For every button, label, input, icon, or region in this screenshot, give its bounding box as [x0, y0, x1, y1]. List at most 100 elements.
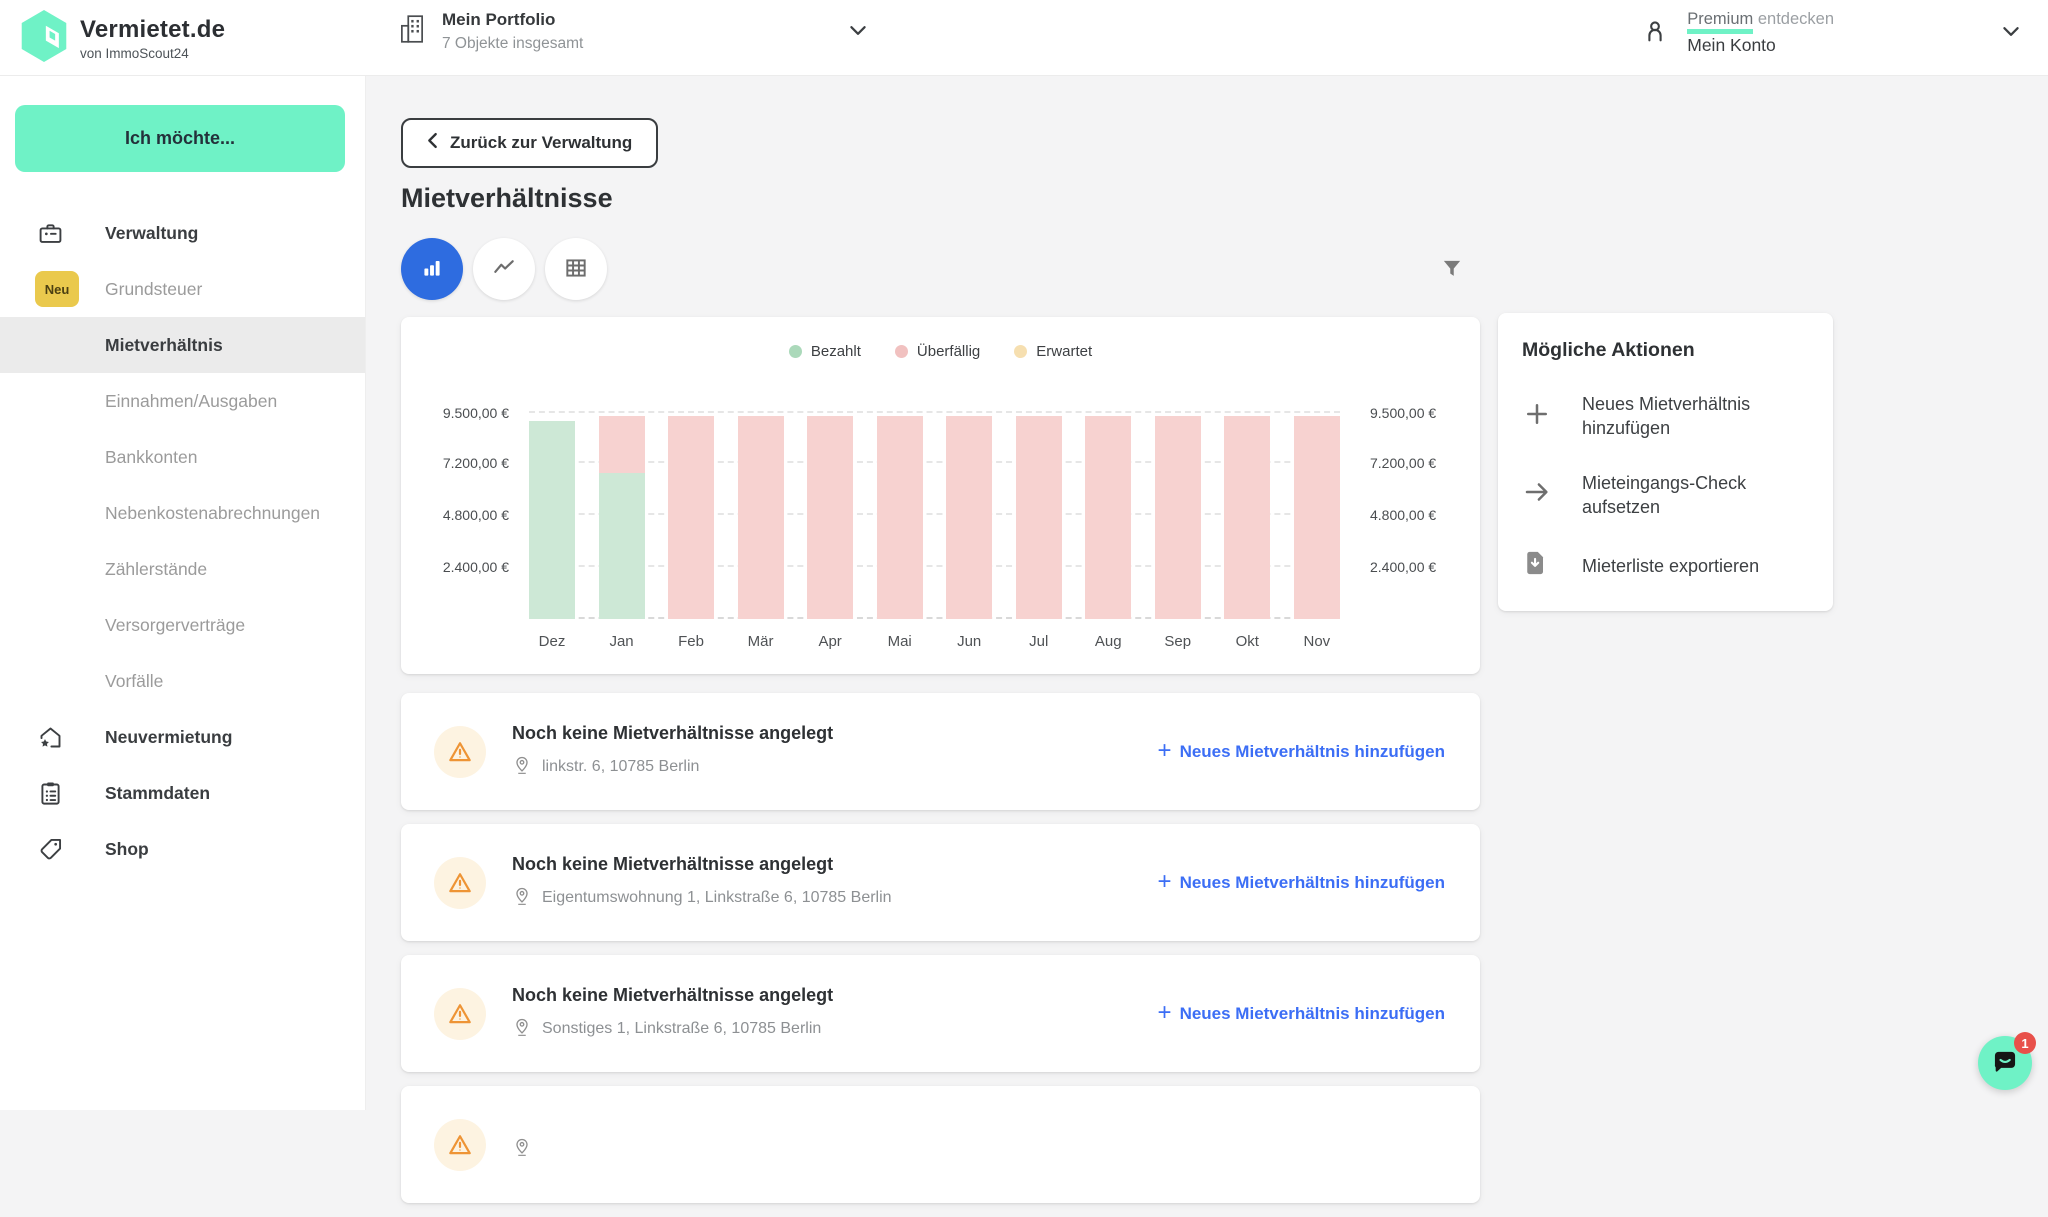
bar-column-maer: Mär: [737, 387, 784, 650]
warning-icon: [434, 987, 486, 1040]
location-pin-icon: [512, 754, 532, 781]
y-axis-label: 4.800,00 €: [442, 506, 509, 523]
action-mieteingangs-check[interactable]: Mieteingangs-Check aufsetzen: [1522, 471, 1809, 520]
bar-column-jun: Jun: [946, 387, 993, 650]
bar-column-dez: Dez: [529, 387, 575, 650]
bar-jan-bezahlt: [598, 472, 645, 619]
x-axis-label: Dez: [538, 633, 566, 650]
sidebar-item-shop[interactable]: Shop: [0, 821, 365, 877]
x-axis-label: Sep: [1164, 633, 1192, 650]
y-axis-label: 4.800,00 €: [1370, 506, 1437, 523]
bar-dez-bezahlt: [529, 420, 575, 619]
property-card: Noch keine Mietverhältnisse angelegt link…: [401, 693, 1480, 810]
sidebar-item-zaehlerstaende[interactable]: Zählerstände: [105, 558, 208, 579]
property-address: Sonstiges 1, Linkstraße 6, 10785 Berlin: [542, 1020, 822, 1037]
chevron-down-icon: [2002, 24, 2020, 42]
plus-icon: +: [1157, 736, 1172, 764]
bar-column-apr: Apr: [807, 387, 854, 650]
property-address-row: linkstr. 6, 10785 Berlin: [512, 754, 833, 781]
add-tenancy-link[interactable]: + Neues Mietverhältnis hinzufügen: [1157, 998, 1445, 1026]
table-grid-icon: [563, 255, 589, 284]
back-to-verwaltung-button[interactable]: Zurück zur Verwaltung: [401, 118, 659, 168]
plus-icon: +: [1157, 998, 1172, 1026]
legend-item-ueberfaellig: Überfällig: [894, 343, 980, 360]
property-card-body: Noch keine Mietverhältnisse angelegt Eige…: [512, 854, 892, 912]
logo-house-icon: [18, 8, 70, 69]
property-card: Noch keine Mietverhältnisse angelegt Sons…: [401, 955, 1480, 1072]
sidebar-item-grundsteuer[interactable]: Neu Grundsteuer: [0, 261, 365, 317]
filter-button[interactable]: [1434, 252, 1470, 288]
y-axis-label: 9.500,00 €: [442, 405, 509, 421]
property-address-row: Eigentumswohnung 1, Linkstraße 6, 10785 …: [512, 885, 892, 912]
property-card-title: Noch keine Mietverhältnisse angelegt: [512, 853, 834, 874]
sidebar-item-nebenkostenabrechnungen[interactable]: Nebenkostenabrechnungen: [105, 502, 321, 523]
bar-feb-ueberfaellig: [668, 416, 715, 619]
portfolio-title: Mein Portfolio: [442, 10, 556, 29]
x-axis-label: Apr: [818, 633, 842, 650]
bar-column-aug: Aug: [1085, 387, 1132, 650]
sidebar-item-bankkonten[interactable]: Bankkonten: [105, 446, 198, 467]
bar-column-okt: Okt: [1224, 387, 1271, 650]
ich-moechte-button[interactable]: Ich möchte...: [15, 105, 345, 172]
bars-container: Dez Jan Feb Mär Apr Mai Jun Jul Aug Sep Okt Nov: [529, 387, 1340, 650]
y-axis-label: 2.400,00 €: [442, 558, 509, 575]
y-axis-label: 7.200,00 €: [442, 454, 509, 471]
y-axis-right: 2.400,00 € 4.800,00 € 7.200,00 € 9.500,00 €: [1370, 387, 1454, 619]
warning-icon: [434, 1118, 486, 1171]
view-toggle-bar-chart[interactable]: [401, 238, 463, 300]
building-icon: [398, 13, 426, 50]
bar-column-jan: Jan: [598, 387, 645, 650]
tag-icon: [35, 836, 65, 863]
bar-sep-ueberfaellig: [1154, 416, 1201, 619]
property-card-body: Noch keine Mietverhältnisse angelegt Sons…: [512, 985, 833, 1043]
property-card-body: Noch keine Mietverhältnisse angelegt link…: [512, 723, 833, 781]
location-pin-icon: [512, 1016, 532, 1043]
bar-column-jul: Jul: [1015, 387, 1062, 650]
x-axis-label: Okt: [1235, 633, 1259, 650]
x-axis-label: Jul: [1029, 633, 1049, 650]
legend-label: Erwartet: [1036, 343, 1093, 360]
plus-icon: +: [1157, 867, 1172, 895]
bar-jul-ueberfaellig: [1015, 416, 1062, 619]
action-add-tenancy[interactable]: Neues Mietverhältnis hinzufügen: [1522, 392, 1809, 441]
property-address: Eigentumswohnung 1, Linkstraße 6, 10785 …: [542, 889, 892, 906]
portfolio-selector[interactable]: Mein Portfolio 7 Objekte insgesamt: [398, 10, 867, 53]
sidebar-item-versorgervertraege[interactable]: Versorgerverträge: [105, 614, 246, 635]
view-toggle-line-chart[interactable]: [473, 238, 535, 300]
neu-badge: Neu: [35, 271, 79, 307]
sidebar-item-stammdaten[interactable]: Stammdaten: [0, 765, 365, 821]
brand-subtitle: von ImmoScout24: [80, 46, 189, 61]
add-tenancy-link[interactable]: + Neues Mietverhältnis hinzufügen: [1157, 867, 1445, 895]
y-axis-label: 7.200,00 €: [1370, 454, 1437, 471]
legend-item-erwartet: Erwartet: [1014, 343, 1092, 360]
property-card-partial: [401, 1086, 1480, 1203]
x-axis-label: Nov: [1303, 633, 1331, 650]
legend-dot-icon: [894, 345, 908, 358]
plot-area: Dez Jan Feb Mär Apr Mai Jun Jul Aug Sep Okt Nov: [529, 387, 1340, 650]
sidebar: Ich möchte... Verwaltung Neu Grundsteuer: [0, 76, 366, 1110]
portfolio-subtitle: 7 Objekte insgesamt: [442, 35, 584, 52]
chat-bubble-icon: [1990, 1047, 2020, 1080]
line-chart-icon: [491, 255, 517, 284]
sidebar-item-einnahmen-ausgaben[interactable]: Einnahmen/Ausgaben: [105, 390, 278, 411]
sidebar-item-verwaltung[interactable]: Verwaltung: [0, 205, 365, 261]
file-download-icon: [1522, 549, 1558, 582]
sidebar-item-vorfaelle[interactable]: Vorfälle: [105, 670, 164, 691]
chat-launcher-button[interactable]: 1: [1978, 1032, 2036, 1090]
premium-link[interactable]: Premium entdecken: [1687, 10, 1834, 34]
app-logo: Vermietet.de von ImmoScout24: [18, 8, 225, 69]
legend-dot-icon: [788, 345, 802, 358]
add-tenancy-link[interactable]: + Neues Mietverhältnis hinzufügen: [1157, 736, 1445, 764]
sidebar-item-mietverhaeltnis[interactable]: Mietverhältnis: [0, 317, 365, 373]
account-menu[interactable]: Premium entdecken Mein Konto: [1641, 10, 2020, 56]
action-export-mieterliste[interactable]: Mieterliste exportieren: [1522, 549, 1809, 582]
chart-card: Bezahlt Überfällig Erwartet 2.400,00 € 4.80…: [401, 317, 1480, 674]
bar-aug-ueberfaellig: [1085, 416, 1132, 619]
filter-funnel-icon: [1439, 256, 1465, 285]
actions-title: Mögliche Aktionen: [1522, 339, 1695, 361]
view-toggle-table[interactable]: [545, 238, 607, 300]
property-address-row: Sonstiges 1, Linkstraße 6, 10785 Berlin: [512, 1016, 833, 1043]
bar-apr-ueberfaellig: [807, 416, 854, 619]
sidebar-item-neuvermietung[interactable]: Neuvermietung: [0, 709, 365, 765]
property-address-row: [512, 1136, 542, 1163]
